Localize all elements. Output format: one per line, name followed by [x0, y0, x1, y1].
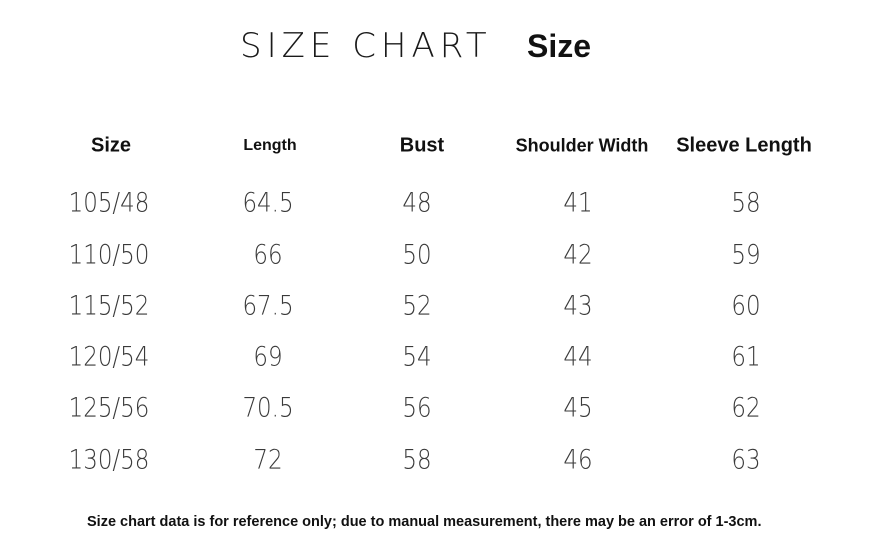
cell-shoulder-width: 46: [563, 444, 593, 476]
cell-length: 69: [253, 341, 283, 373]
cell-size: 130/58: [68, 444, 150, 476]
cell-length: 70.5: [242, 392, 294, 424]
cell-shoulder-width: 42: [563, 239, 593, 271]
cell-bust: 50: [402, 239, 432, 271]
column-header-length: Length: [243, 137, 297, 154]
cell-length: 66: [253, 239, 283, 271]
cell-shoulder-width: 44: [563, 341, 593, 373]
footnote: Size chart data is for reference only; d…: [87, 514, 762, 530]
cell-sleeve-length: 60: [731, 290, 761, 322]
cell-shoulder-width: 43: [563, 290, 593, 322]
cell-sleeve-length: 58: [731, 187, 761, 219]
column-header-size: Size: [90, 134, 132, 157]
cell-length: 67.5: [242, 290, 294, 322]
column-header-sleeve-length: Sleeve Length: [676, 134, 812, 157]
cell-size: 120/54: [68, 341, 150, 373]
cell-bust: 52: [402, 290, 432, 322]
chart-title: SIZE CHART: [240, 26, 492, 66]
cell-bust: 48: [402, 187, 432, 219]
cell-shoulder-width: 41: [563, 187, 593, 219]
chart-subtitle: Size: [527, 28, 592, 64]
cell-sleeve-length: 61: [731, 341, 761, 373]
cell-bust: 56: [402, 392, 432, 424]
cell-size: 105/48: [68, 187, 150, 219]
cell-bust: 54: [402, 341, 432, 373]
cell-length: 64.5: [242, 187, 294, 219]
cell-size: 110/50: [68, 239, 150, 271]
column-header-shoulder-width: Shoulder Width: [515, 135, 649, 156]
cell-bust: 58: [402, 444, 432, 476]
cell-shoulder-width: 45: [563, 392, 593, 424]
column-header-bust: Bust: [399, 134, 445, 157]
cell-sleeve-length: 59: [731, 239, 761, 271]
cell-sleeve-length: 62: [731, 392, 761, 424]
cell-size: 125/56: [68, 392, 150, 424]
cell-length: 72: [253, 444, 283, 476]
cell-sleeve-length: 63: [731, 444, 761, 476]
cell-size: 115/52: [68, 290, 150, 322]
